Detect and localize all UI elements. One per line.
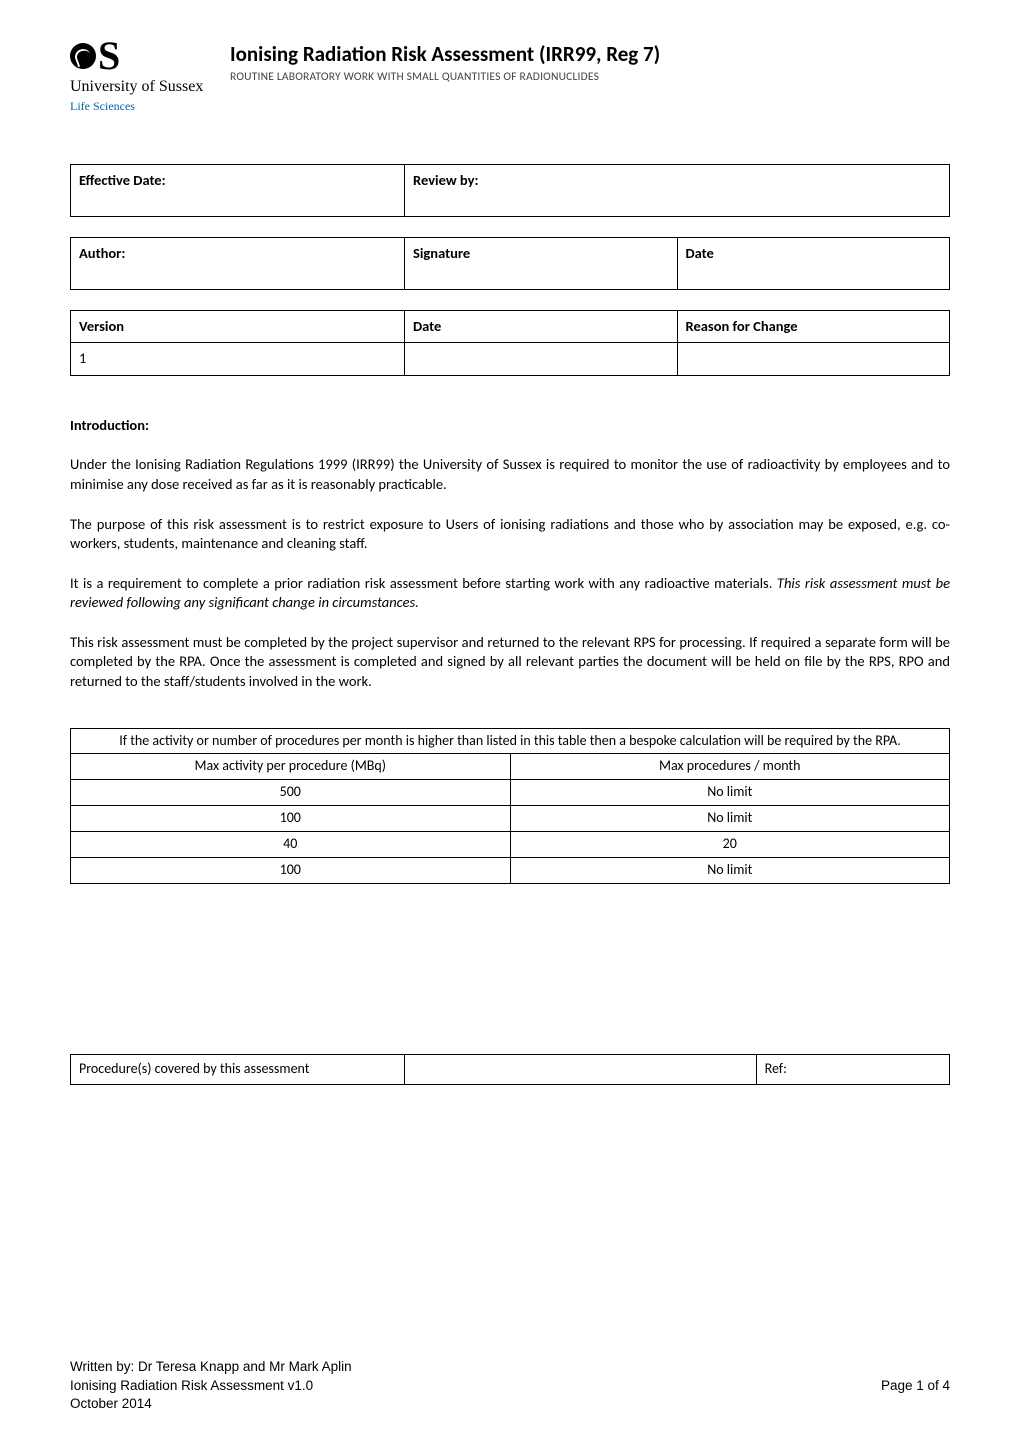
page-footer: Written by: Dr Teresa Knapp and Mr Mark … — [70, 1358, 950, 1413]
procs-cell: 20 — [510, 832, 950, 858]
activity-cell: 100 — [71, 806, 511, 832]
logo-block: S University of Sussex Life Sciences — [70, 40, 230, 114]
procedure-label: Procedure(s) covered by this assessment — [71, 1054, 405, 1084]
author-label: Author: — [79, 244, 125, 262]
department-name: Life Sciences — [70, 98, 230, 114]
effective-date-label: Effective Date: — [79, 171, 166, 189]
procs-cell: No limit — [510, 857, 950, 883]
version-reason-cell — [677, 343, 950, 376]
effective-review-table: Effective Date: Review by: — [70, 164, 950, 217]
table-row: 100 No limit — [71, 857, 950, 883]
activity-cell: 500 — [71, 780, 511, 806]
intro-paragraph-2: The purpose of this risk assessment is t… — [70, 515, 950, 554]
footer-author: Written by: Dr Teresa Knapp and Mr Mark … — [70, 1358, 950, 1376]
procs-cell: No limit — [510, 780, 950, 806]
calc-table-header-row: If the activity or number of procedures … — [71, 728, 950, 754]
footer-doc-version: Ionising Radiation Risk Assessment v1.0 — [70, 1377, 313, 1395]
procs-cell: No limit — [510, 806, 950, 832]
review-by-label: Review by: — [413, 171, 478, 189]
calc-table-columns: Max activity per procedure (MBq) Max pro… — [71, 754, 950, 780]
author-table: Author: Signature Date — [70, 237, 950, 290]
version-label: Version — [79, 317, 124, 335]
activity-cell: 40 — [71, 832, 511, 858]
calc-col-activity: Max activity per procedure (MBq) — [71, 754, 511, 780]
university-name: University of Sussex — [70, 76, 230, 98]
ref-label: Ref: — [765, 1060, 787, 1077]
intro-p3-text: It is a requirement to complete a prior … — [70, 574, 777, 592]
version-date-cell — [405, 343, 677, 376]
version-table: Version Date Reason for Change 1 — [70, 310, 950, 376]
introduction-heading: Introduction: — [70, 416, 950, 436]
calc-table-header: If the activity or number of procedures … — [71, 728, 950, 754]
intro-paragraph-3: It is a requirement to complete a prior … — [70, 574, 950, 613]
activity-cell: 100 — [71, 857, 511, 883]
title-block: Ionising Radiation Risk Assessment (IRR9… — [230, 40, 950, 86]
calculation-table: If the activity or number of procedures … — [70, 728, 950, 884]
calc-col-procedures: Max procedures / month — [510, 754, 950, 780]
table-row: 100 No limit — [71, 806, 950, 832]
procedure-ref: Ref: — [756, 1054, 949, 1084]
table-row: 1 — [71, 343, 950, 376]
logo-s-icon: S — [98, 40, 120, 72]
logo-u-icon — [70, 43, 96, 69]
change-date-label: Date — [413, 317, 441, 335]
table-row: 40 20 — [71, 832, 950, 858]
date-label: Date — [686, 244, 714, 262]
document-title: Ionising Radiation Risk Assessment (IRR9… — [230, 40, 950, 68]
table-row: 500 No limit — [71, 780, 950, 806]
document-subtitle: ROUTINE LABORATORY WORK WITH SMALL QUANT… — [230, 70, 950, 86]
procedure-value[interactable] — [405, 1054, 757, 1084]
footer-date: October 2014 — [70, 1395, 950, 1413]
signature-label: Signature — [413, 244, 470, 262]
version-cell: 1 — [71, 343, 405, 376]
footer-page-number: Page 1 of 4 — [881, 1377, 950, 1395]
procedure-table: Procedure(s) covered by this assessment … — [70, 1054, 950, 1085]
reason-label: Reason for Change — [686, 317, 798, 335]
intro-paragraph-4: This risk assessment must be completed b… — [70, 633, 950, 692]
page-header: S University of Sussex Life Sciences Ion… — [70, 40, 950, 114]
us-logo: S — [70, 40, 230, 72]
intro-paragraph-1: Under the Ionising Radiation Regulations… — [70, 455, 950, 494]
